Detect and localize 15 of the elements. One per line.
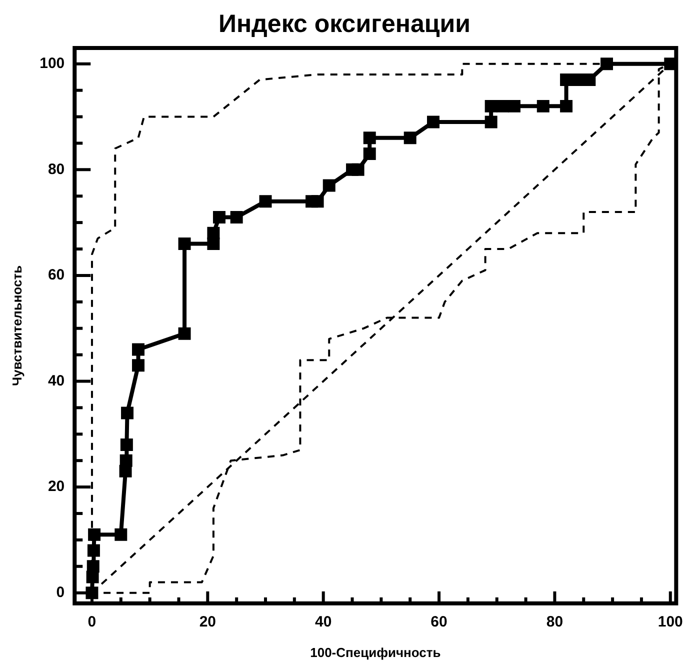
y-axis-title: Чувствительность [9, 265, 24, 386]
y-tick-label: 100 [40, 55, 65, 72]
x-tick-label: 0 [88, 614, 96, 631]
x-tick-label: 60 [430, 614, 448, 631]
x-tick-label: 40 [315, 614, 332, 631]
y-tick-label: 40 [48, 372, 65, 390]
x-axis-title: 100-Специфичность [310, 644, 441, 660]
y-tick-label: 0 [56, 584, 65, 601]
x-tick-label: 100 [658, 614, 683, 631]
y-tick-label: 60 [48, 266, 65, 284]
x-tick-label: 80 [546, 614, 564, 631]
y-tick-label: 80 [48, 160, 65, 178]
y-tick-label: 20 [48, 478, 65, 496]
x-tick-label: 20 [199, 614, 216, 631]
chart-title: Индекс оксигенации [218, 10, 471, 38]
